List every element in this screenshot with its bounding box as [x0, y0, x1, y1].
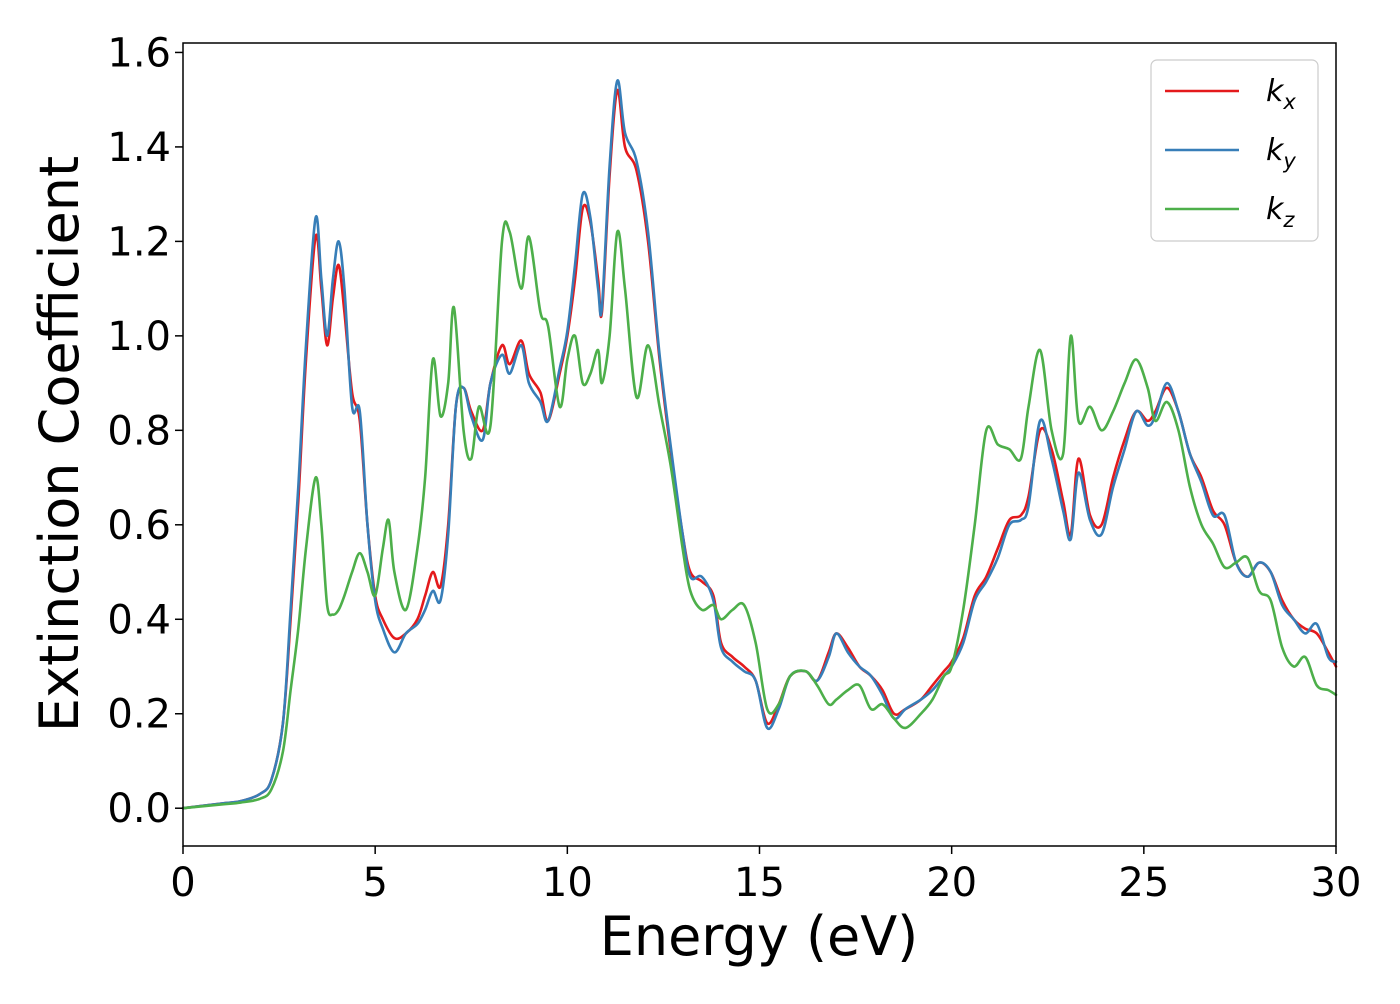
series-line-y: [181, 79, 1338, 810]
legend-label-x: kx: [1266, 74, 1296, 114]
y-tick-label: 1.2: [107, 219, 171, 265]
y-tick-label: 1.6: [107, 30, 171, 76]
y-tick-label: 0.8: [107, 408, 171, 454]
x-tick-label: 15: [734, 860, 785, 906]
plot-background: [183, 43, 1336, 846]
x-tick-label: 10: [542, 860, 593, 906]
x-axis-title: Energy (eV): [600, 905, 919, 968]
legend-label-z: kz: [1266, 192, 1295, 232]
series-line-z: [181, 220, 1338, 810]
x-tick-label: 0: [170, 860, 195, 906]
y-tick-label: 0.4: [107, 597, 171, 643]
x-tick-label: 20: [926, 860, 977, 906]
y-axis-title: Extinction Coefficient: [28, 156, 91, 732]
x-tick-label: 30: [1311, 860, 1362, 906]
series-layer: [181, 79, 1338, 810]
y-tick-label: 1.4: [107, 125, 171, 171]
x-tick-label: 5: [362, 860, 387, 906]
y-tick-label: 0.6: [107, 503, 171, 549]
y-axis-ticks: 0.0 0.2 0.4 0.6 0.8 1.0 1.2 1.4 1.6: [107, 30, 183, 832]
y-tick-label: 1.0: [107, 314, 171, 360]
x-tick-label: 25: [1118, 860, 1169, 906]
legend: kx ky kz: [1150, 59, 1319, 242]
x-axis-ticks: 0 5 10 15 20 25 30: [170, 846, 1361, 906]
y-tick-label: 0.0: [107, 786, 171, 832]
y-tick-label: 0.2: [107, 692, 171, 738]
legend-label-y: ky: [1266, 133, 1296, 173]
